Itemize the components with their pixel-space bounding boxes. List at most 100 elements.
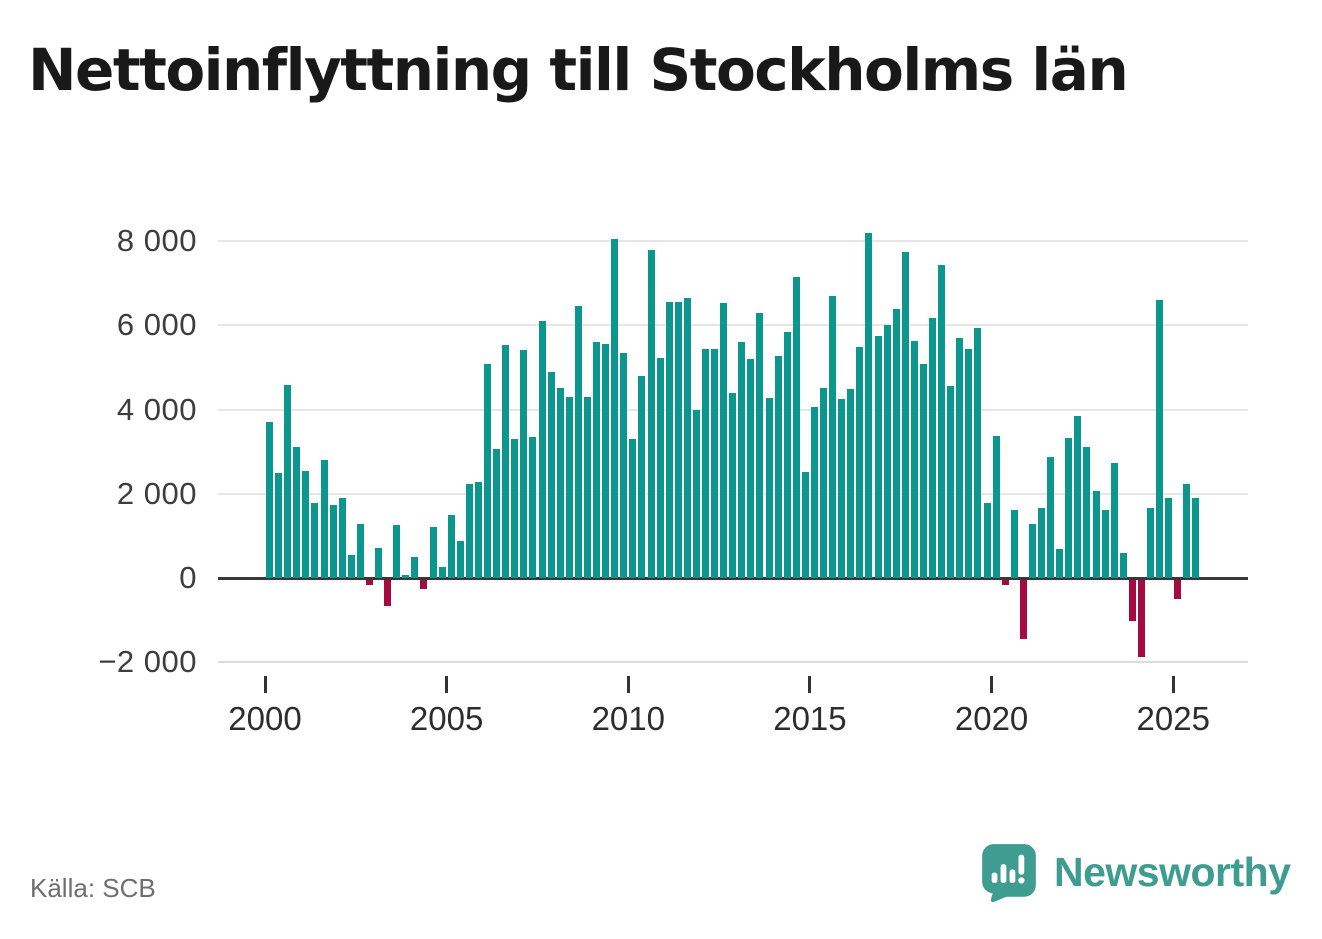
- logo-exclamation-bar: [1018, 854, 1025, 875]
- bar-2003Q2: [384, 579, 392, 607]
- bar-2019Q3: [974, 328, 982, 578]
- bar-2020Q1: [992, 436, 1000, 578]
- bar-2008Q1: [556, 387, 564, 578]
- bar-2015Q4: [838, 398, 846, 578]
- bar-2015Q2: [820, 388, 828, 578]
- bar-2000Q4: [293, 446, 301, 578]
- logo-bar-3: [1009, 869, 1016, 884]
- bar-2005Q4: [474, 482, 482, 578]
- bar-2017Q4: [910, 340, 918, 578]
- bar-2003Q4: [402, 575, 410, 578]
- y-axis-label--2000: −2 000: [98, 644, 197, 680]
- bar-2002Q1: [338, 497, 346, 578]
- bar-2020Q4: [1019, 579, 1027, 639]
- newsworthy-logo: Newsworthy: [980, 842, 1291, 902]
- bar-2019Q2: [965, 349, 973, 578]
- bar-2017Q1: [883, 324, 891, 578]
- x-axis-tick-2000: [263, 676, 267, 693]
- bar-2021Q1: [1028, 523, 1036, 578]
- x-axis-label-2025: 2025: [1136, 700, 1210, 737]
- bar-2025Q1: [1174, 579, 1182, 599]
- logo-bar-2: [1000, 864, 1007, 884]
- x-axis-tick-2005: [445, 676, 449, 693]
- bar-2000Q2: [275, 473, 283, 578]
- bar-2018Q3: [938, 265, 946, 578]
- bar-2014Q1: [774, 356, 782, 578]
- y-axis-label-0: 0: [179, 560, 197, 595]
- bar-2009Q2: [602, 344, 610, 578]
- bar-2015Q1: [810, 406, 818, 578]
- bar-2001Q2: [311, 503, 319, 578]
- bar-2024Q1: [1137, 579, 1145, 657]
- logo-exclamation-dot: [1018, 877, 1025, 884]
- bar-2003Q3: [393, 524, 401, 578]
- gridline--2000: [218, 661, 1248, 664]
- x-axis-tick-2010: [626, 676, 630, 693]
- bar-2016Q1: [847, 389, 855, 578]
- zero-baseline: [218, 576, 1248, 580]
- bar-2014Q2: [783, 331, 791, 578]
- bar-2021Q4: [1056, 548, 1064, 578]
- bar-2008Q4: [583, 397, 591, 578]
- bar-2005Q1: [447, 514, 455, 578]
- bar-2009Q4: [620, 352, 628, 578]
- gridline-6000: [218, 324, 1248, 327]
- bar-2018Q2: [929, 317, 937, 578]
- bar-2003Q1: [375, 548, 383, 578]
- x-axis-label-2005: 2005: [409, 700, 484, 737]
- x-axis-label-2020: 2020: [954, 700, 1029, 737]
- bar-2024Q4: [1165, 497, 1173, 578]
- bar-2004Q2: [420, 579, 428, 589]
- bar-2013Q2: [747, 359, 755, 578]
- bar-2004Q4: [438, 567, 446, 578]
- y-axis-label-6000: 6 000: [116, 307, 197, 343]
- newsworthy-bubble-icon: [982, 844, 1036, 902]
- bar-2006Q4: [511, 439, 519, 578]
- logo-bar-1: [991, 872, 998, 884]
- bar-2016Q3: [865, 232, 873, 578]
- bar-2009Q1: [593, 342, 600, 578]
- bar-2007Q4: [547, 371, 555, 578]
- y-axis-label-2000: 2 000: [116, 475, 197, 511]
- bar-2016Q2: [856, 346, 864, 578]
- bar-2009Q3: [611, 238, 619, 578]
- bar-2012Q1: [702, 349, 709, 578]
- x-axis-tick-2015: [808, 676, 812, 693]
- bar-2018Q1: [919, 364, 927, 578]
- bar-2015Q3: [829, 295, 837, 578]
- gridline-8000: [218, 240, 1248, 242]
- bar-2002Q3: [356, 523, 364, 578]
- bar-2022Q3: [1083, 447, 1091, 578]
- x-axis-tick-2020: [990, 676, 994, 693]
- bar-2017Q2: [892, 309, 900, 578]
- bar-2020Q2: [1001, 579, 1009, 585]
- bar-2016Q4: [874, 336, 882, 578]
- bar-2010Q3: [647, 249, 655, 578]
- x-axis-label-2000: 2000: [228, 700, 302, 737]
- bar-2021Q2: [1038, 508, 1046, 578]
- bar-2012Q4: [729, 392, 737, 578]
- bar-2023Q4: [1128, 579, 1136, 622]
- bar-2022Q2: [1074, 415, 1082, 578]
- bar-2023Q1: [1101, 510, 1109, 578]
- bar-2013Q3: [756, 312, 764, 578]
- bar-2007Q2: [529, 437, 537, 578]
- bar-2024Q3: [1156, 299, 1164, 578]
- bar-2025Q3: [1192, 497, 1200, 578]
- bar-2011Q2: [674, 301, 682, 578]
- bar-2014Q4: [801, 471, 809, 578]
- bar-2022Q4: [1092, 491, 1100, 578]
- bar-2002Q4: [365, 579, 373, 585]
- bar-2021Q3: [1047, 457, 1055, 578]
- newsworthy-wordmark: Newsworthy: [1054, 848, 1291, 895]
- bar-2012Q2: [711, 349, 719, 578]
- chart-title: Nettoinflyttning till Stockholms län: [28, 36, 1129, 104]
- bar-2006Q3: [502, 344, 510, 578]
- bar-2001Q1: [302, 471, 310, 578]
- bar-2008Q3: [574, 305, 582, 578]
- bar-2004Q1: [411, 557, 419, 578]
- bar-2010Q1: [629, 438, 637, 578]
- x-axis-label-2015: 2015: [773, 700, 847, 737]
- bar-2013Q4: [765, 397, 773, 578]
